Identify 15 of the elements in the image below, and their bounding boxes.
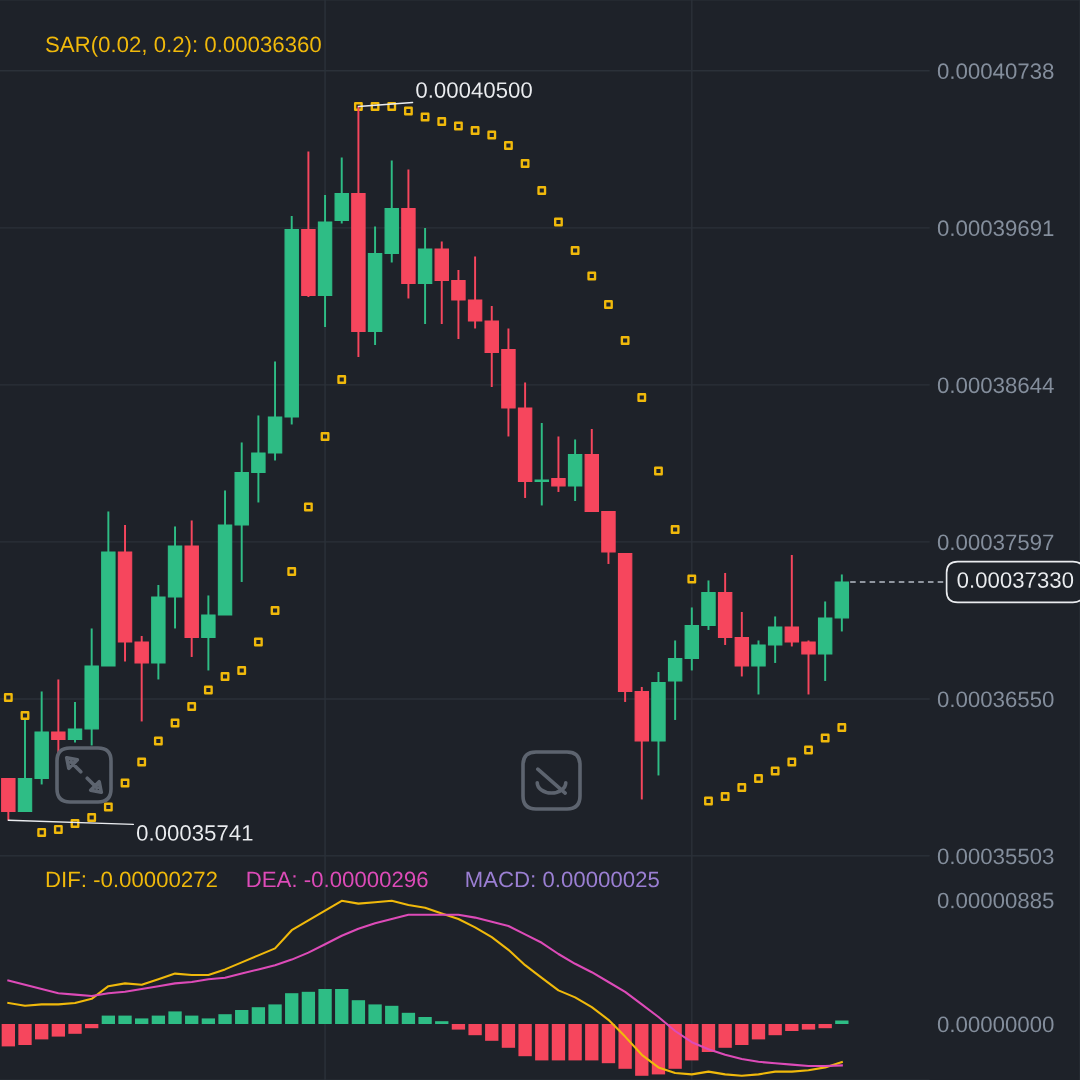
annotation: 0.00040500: [416, 82, 532, 98]
y-tick-label: 0.00035503: [937, 848, 1054, 865]
y-tick-label: 0.00037597: [937, 534, 1054, 551]
annotation: 0.00035741: [136, 825, 253, 841]
y-tick-label: 0.00000885: [937, 892, 1054, 909]
annotation: MACD: 0.00000025: [466, 871, 659, 888]
series-label: DEA: -0.00000296: [247, 871, 428, 888]
text: DIF: -0.00000272: [46, 871, 217, 888]
y-tick-label: 0.00040738: [937, 63, 1054, 80]
y-tick-label: 0.00036550: [937, 691, 1054, 708]
y-tick-label: 0.00000000: [937, 1016, 1054, 1033]
ref-line-label: 0.00037330: [957, 572, 1074, 588]
text: SAR(0.02, 0.2): 0.00036360: [46, 36, 321, 57]
y-tick-label: 0.00039691: [937, 220, 1054, 237]
y-tick-label: 0.00038644: [937, 377, 1054, 394]
